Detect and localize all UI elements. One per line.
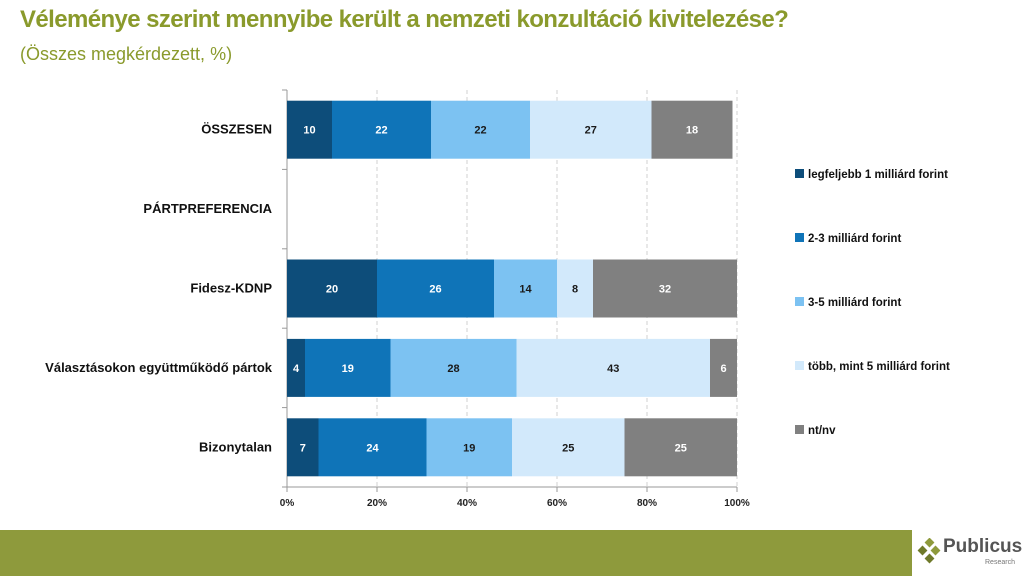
category-label: Bizonytalan: [199, 439, 272, 454]
bar-segment: [512, 418, 625, 477]
x-tick-label: 100%: [724, 498, 750, 509]
data-label: 20: [326, 284, 338, 296]
logo-diamond-icon: [917, 538, 941, 564]
legend-label: 3-5 milliárd forint: [808, 297, 901, 309]
bar-segment: [593, 259, 737, 318]
data-label: 14: [519, 284, 532, 296]
stacked-bar-chart: 0% 20% 40% 60% 80% 100% ÖSSZESEN 10 22 22 27 18 PÁRT…: [45, 89, 950, 509]
category-label: Választásokon együttműködő pártok: [45, 360, 273, 375]
bar-segment: [305, 338, 391, 397]
category-label: Fidesz-KDNP: [190, 281, 272, 296]
data-label: 22: [474, 125, 486, 137]
x-tick-label: 60%: [547, 498, 567, 509]
logo-tagline: Research: [985, 559, 1015, 566]
x-tick-label: 80%: [637, 498, 657, 509]
bar-segment: [287, 418, 319, 477]
data-label: 22: [375, 125, 387, 137]
bar-segment: [332, 100, 431, 159]
data-label: 28: [447, 363, 459, 375]
publicus-logo: Publicus Research: [915, 534, 1024, 576]
legend-label: legfeljebb 1 milliárd forint: [808, 169, 948, 181]
data-label: 8: [572, 284, 578, 296]
bar-segment: [651, 100, 733, 159]
legend-label: nt/nv: [808, 425, 836, 437]
bar-segment: [516, 338, 710, 397]
bar-segment: [287, 338, 305, 397]
legend-swatch: [795, 361, 804, 370]
bar-segment: [431, 100, 530, 159]
legend-swatch: [795, 233, 804, 242]
data-label: 26: [429, 284, 441, 296]
x-tick-label: 40%: [457, 498, 477, 509]
legend-swatch: [795, 169, 804, 178]
bar-segment: [710, 338, 737, 397]
data-label: 19: [463, 442, 475, 454]
data-label: 25: [562, 442, 574, 454]
legend-label: 2-3 milliárd forint: [808, 233, 901, 245]
data-label: 4: [293, 363, 300, 375]
bar-segment: [494, 259, 557, 318]
logo-name: Publicus: [943, 536, 1023, 557]
data-label: 27: [585, 125, 597, 137]
data-label: 7: [300, 442, 306, 454]
data-label: 32: [659, 284, 671, 296]
legend-label: több, mint 5 milliárd forint: [808, 361, 950, 373]
data-label: 25: [675, 442, 687, 454]
bar-segment: [426, 418, 512, 477]
data-label: 6: [720, 363, 726, 375]
bar-segment: [287, 100, 332, 159]
bar-segment: [318, 418, 427, 477]
data-label: 10: [303, 125, 315, 137]
bar-segment: [557, 259, 593, 318]
bar-segment: [530, 100, 652, 159]
legend-swatch: [795, 425, 804, 434]
data-label: 19: [342, 363, 354, 375]
category-label: ÖSSZESEN: [201, 122, 272, 137]
legend-swatch: [795, 297, 804, 306]
data-label: 43: [607, 363, 619, 375]
data-label: 24: [366, 442, 379, 454]
data-label: 18: [686, 125, 698, 137]
x-tick-label: 0%: [280, 498, 295, 509]
x-tick-label: 20%: [367, 498, 387, 509]
footer-bar: [0, 530, 912, 576]
chart-title: Véleménye szerint mennyibe került a nemz…: [20, 6, 789, 33]
bar-segment: [390, 338, 517, 397]
bar-segment: [377, 259, 494, 318]
bar-segment: [287, 259, 377, 318]
category-label: PÁRTPREFERENCIA: [143, 201, 272, 216]
bar-segment: [624, 418, 737, 477]
chart-subtitle: (Összes megkérdezett, %): [20, 44, 233, 64]
